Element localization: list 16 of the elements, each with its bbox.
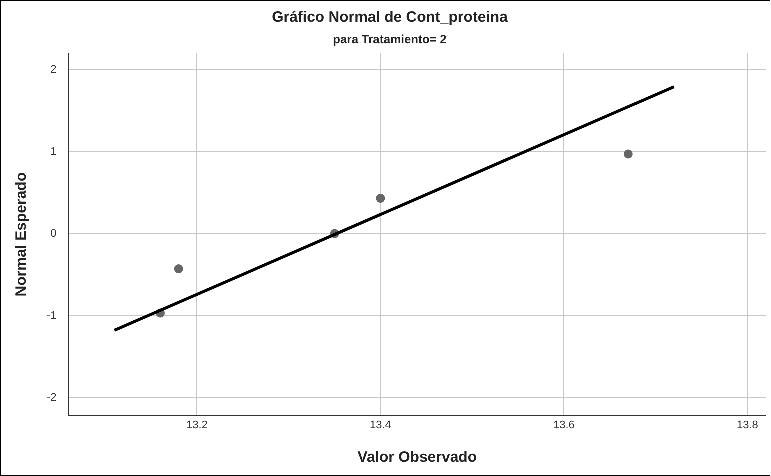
y-tick-label: -1: [47, 310, 57, 322]
y-tick-label: 1: [50, 146, 57, 158]
x-axis-title: Valor Observado: [358, 449, 477, 466]
point: [174, 264, 184, 274]
y-tick-label: 2: [50, 64, 57, 76]
chart-title: Gráfico Normal de Cont_proteina: [272, 9, 509, 26]
x-tick-label: 13.4: [370, 419, 392, 432]
x-tick-label: 13.2: [186, 419, 208, 432]
y-axis-title: Normal Esperado: [13, 172, 30, 297]
point: [376, 194, 386, 204]
x-tick-label: 13.6: [553, 419, 575, 432]
x-tick-label: 13.8: [736, 419, 758, 432]
y-tick-label: 0: [50, 228, 57, 240]
point: [624, 150, 633, 159]
chart-subtitle: para Tratamiento= 2: [333, 32, 448, 47]
y-tick-label: -2: [47, 392, 57, 404]
